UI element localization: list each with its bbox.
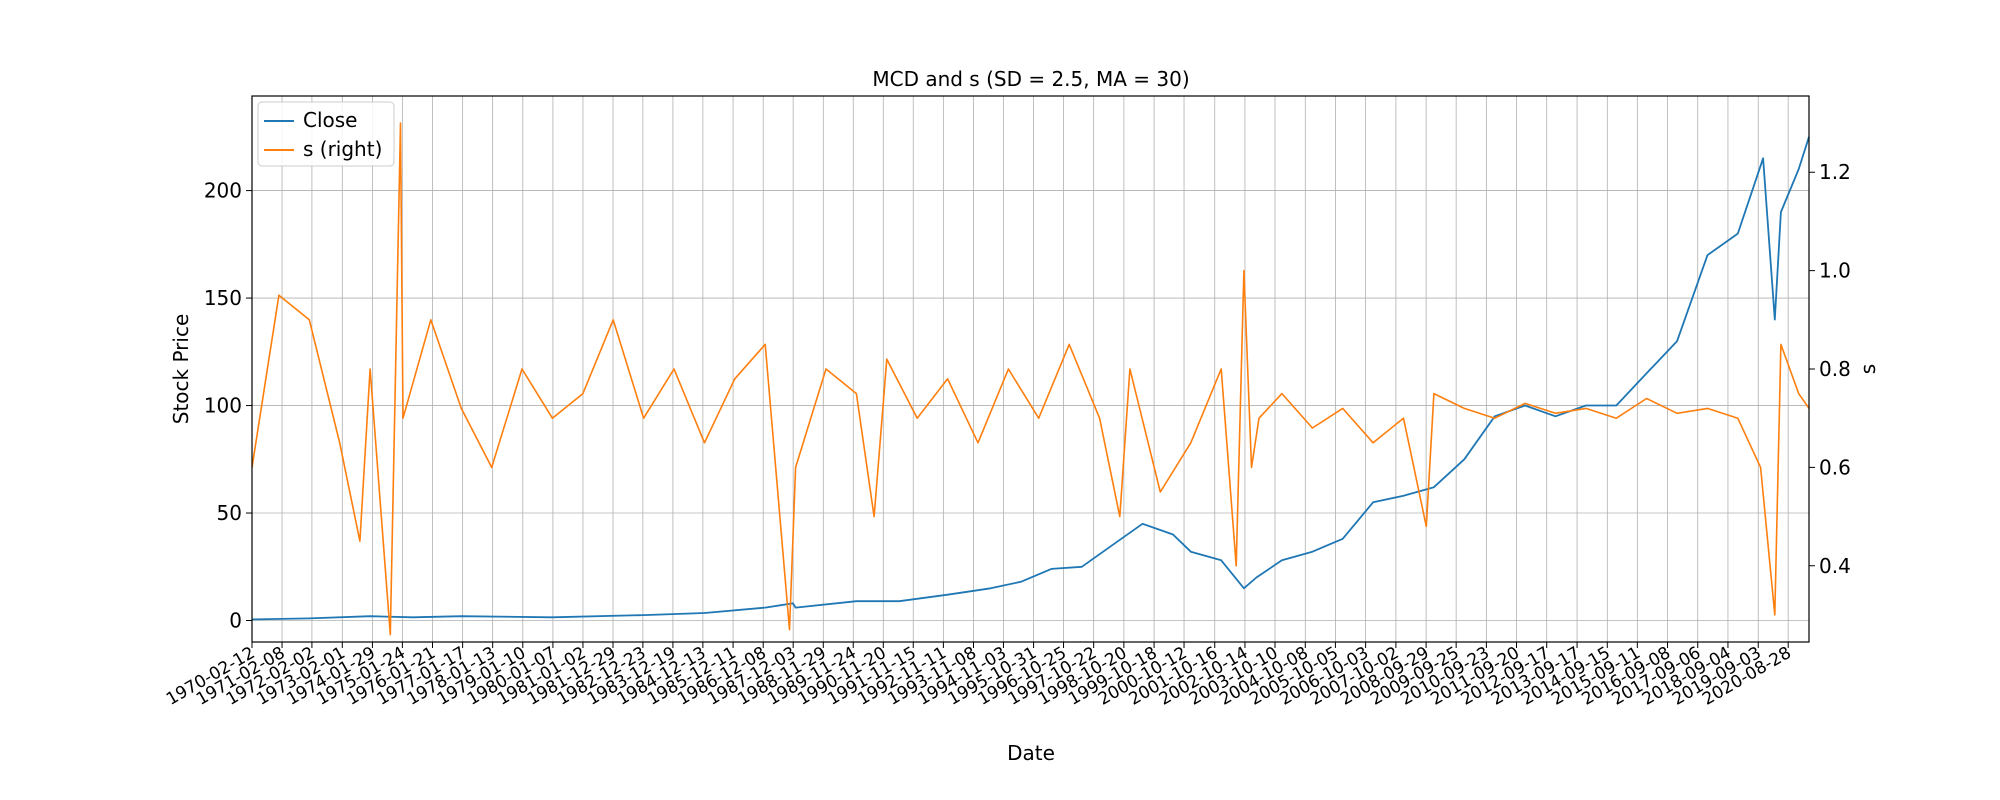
x-axis: 1970-02-121971-02-081972-02-021973-02-01… <box>163 642 1795 710</box>
x-axis-label: Date <box>1007 741 1055 765</box>
grid <box>251 96 1809 642</box>
y-tick-label-right: 1.2 <box>1819 160 1851 184</box>
y-tick-label-left: 50 <box>217 501 242 525</box>
series-layer <box>251 122 1810 636</box>
y-tick-label-right: 1.0 <box>1819 259 1851 283</box>
y-tick-label-right: 0.6 <box>1819 455 1851 479</box>
y-tick-label-left: 100 <box>204 394 242 418</box>
y-tick-label-left: 200 <box>204 179 242 203</box>
chart-title: MCD and s (SD = 2.5, MA = 30) <box>872 67 1189 91</box>
y-axis-left: 0 50 100 150 200 <box>204 179 252 633</box>
series-line-s <box>251 122 1810 636</box>
y-tick-label-left: 150 <box>204 286 242 310</box>
legend-label-s: s (right) <box>303 137 382 161</box>
legend: Close s (right) <box>257 101 395 167</box>
y-axis-right: 0.4 0.6 0.8 1.0 1.2 <box>1809 160 1851 578</box>
plot-frame <box>251 95 1810 643</box>
series-line-close <box>251 136 1810 621</box>
y-axis-label-right: s <box>1856 364 1880 374</box>
y-tick-label-right: 0.8 <box>1819 357 1851 381</box>
y-axis-label-left: Stock Price <box>169 314 193 425</box>
y-tick-label-left: 0 <box>229 609 242 633</box>
y-tick-label-right: 0.4 <box>1819 554 1851 578</box>
legend-label-close: Close <box>303 108 357 132</box>
